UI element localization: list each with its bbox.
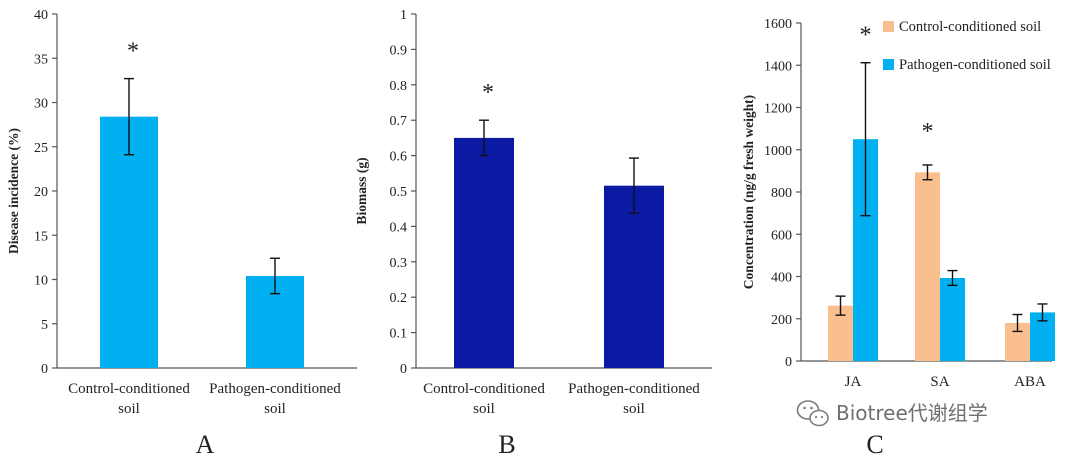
panel-b-chart: 0 0.1 0.2 0.3 0.4 0.5 0.6 0.7 0.8 0.9 1 Biomass (g)… — [354, 8, 712, 459]
x-tick-label-line: soil — [264, 401, 286, 417]
legend-swatch-series-2 — [883, 59, 894, 70]
x-tick-label: SA — [930, 374, 949, 390]
y-tick-label: 400 — [771, 271, 792, 286]
y-tick-label: 5 — [41, 318, 48, 333]
y-tick-label: 0.6 — [390, 150, 408, 165]
y-tick-label: 0 — [41, 362, 48, 377]
panel-label: A — [196, 430, 215, 459]
y-axis-title: Disease incidence (%) — [6, 128, 21, 254]
legend-label-series-1: Control-conditioned soil — [899, 19, 1041, 35]
legend-label-series-2: Pathogen-conditioned soil — [899, 57, 1051, 73]
panel-c-chart: 0 200 400 600 800 1000 1200 1400 1600 Concentrati… — [741, 17, 1055, 459]
x-tick-label-line: Control-conditioned — [423, 381, 545, 397]
panel-label: C — [866, 430, 883, 459]
y-tick-label: 0.4 — [390, 220, 408, 235]
y-tick-label: 1400 — [764, 59, 792, 74]
bar-2 — [604, 185, 664, 368]
y-tick-label: 40 — [34, 8, 48, 23]
x-tick-label-line: soil — [473, 401, 495, 417]
x-tick-label: Control-conditioned soil — [423, 381, 545, 417]
y-tick-label: 800 — [771, 186, 792, 201]
y-tick-label: 0.1 — [390, 327, 408, 342]
wechat-icon — [796, 400, 829, 427]
y-tick-label: 20 — [34, 185, 48, 200]
y-tick-label: 1200 — [764, 102, 792, 117]
y-tick-label: 0.5 — [390, 185, 408, 200]
x-tick-label: ABA — [1014, 374, 1046, 390]
y-tick-label: 0.7 — [390, 114, 408, 129]
y-tick-label: 0.2 — [390, 291, 408, 306]
significance-star: * — [127, 39, 139, 65]
x-tick-label-line: Pathogen-conditioned — [568, 381, 700, 397]
x-tick-label: JA — [845, 374, 862, 390]
x-tick-label-line: Control-conditioned — [68, 381, 190, 397]
y-axis-title: Biomass (g) — [354, 157, 369, 224]
y-tick-label: 0.8 — [390, 79, 408, 94]
panel-label: B — [498, 430, 515, 459]
y-tick-label: 10 — [34, 274, 48, 289]
y-tick-label: 1 — [400, 8, 407, 23]
y-tick-label: 1000 — [764, 144, 792, 159]
x-tick-label: Pathogen-conditioned soil — [568, 381, 700, 417]
bar-sa-series-2 — [940, 277, 965, 361]
y-tick-label: 15 — [34, 229, 48, 244]
bar-sa-series-1 — [915, 172, 940, 361]
y-axis-title: Concentration (ng/g fresh weight) — [741, 95, 756, 289]
x-tick-label: Pathogen-conditioned soil — [209, 381, 341, 417]
y-tick-label: 1600 — [764, 17, 792, 32]
x-tick-label-line: soil — [118, 401, 140, 417]
y-tick-label: 200 — [771, 313, 792, 328]
legend-swatch-series-1 — [883, 21, 894, 32]
y-tick-label: 25 — [34, 141, 48, 156]
watermark-text: Biotree代谢组学 — [836, 401, 988, 425]
y-tick-label: 30 — [34, 97, 48, 112]
significance-star: * — [922, 119, 934, 145]
y-tick-label: 35 — [34, 52, 48, 67]
y-tick-label: 0.9 — [390, 43, 408, 58]
x-tick-label: Control-conditioned soil — [68, 381, 190, 417]
significance-star: * — [860, 23, 872, 49]
y-tick-label: 0.3 — [390, 256, 408, 271]
bar-1 — [454, 137, 514, 368]
y-tick-label: 600 — [771, 228, 792, 243]
x-tick-label-line: Pathogen-conditioned — [209, 381, 341, 397]
x-tick-label-line: soil — [623, 401, 645, 417]
y-tick-label: 0 — [785, 355, 792, 370]
y-tick-label: 0 — [400, 362, 407, 377]
significance-star: * — [482, 80, 494, 106]
bar-1 — [100, 116, 158, 368]
watermark: Biotree代谢组学 — [796, 400, 988, 427]
